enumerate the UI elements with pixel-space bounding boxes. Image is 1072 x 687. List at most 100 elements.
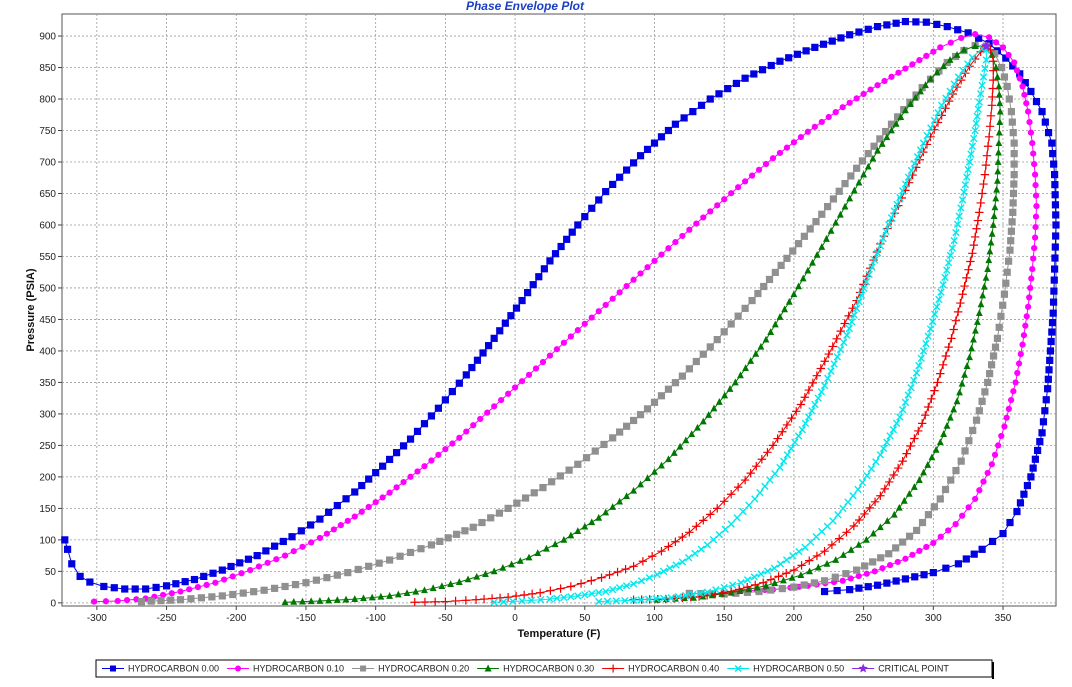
data-point <box>508 560 516 568</box>
data-point <box>546 257 554 265</box>
data-point <box>539 484 547 492</box>
data-point <box>1000 73 1009 81</box>
data-point <box>229 573 236 580</box>
data-point <box>830 360 838 368</box>
data-point <box>970 550 978 558</box>
x-tick-label: 0 <box>512 613 518 624</box>
data-point <box>679 232 686 240</box>
data-point <box>546 595 554 603</box>
data-point <box>490 334 498 342</box>
data-point <box>743 576 752 584</box>
data-point <box>281 552 289 559</box>
data-point <box>912 526 921 535</box>
data-point <box>861 562 869 570</box>
data-point <box>933 20 941 28</box>
data-point <box>302 579 310 587</box>
data-point <box>981 40 992 51</box>
data-point <box>981 160 991 170</box>
data-point <box>1020 332 1028 339</box>
data-point <box>636 411 645 419</box>
data-point <box>671 120 680 128</box>
data-point <box>638 557 648 566</box>
data-point <box>812 533 820 541</box>
data-point <box>871 568 878 575</box>
data-point <box>809 258 816 266</box>
data-point <box>796 400 806 409</box>
data-point <box>1041 407 1049 415</box>
legend-label: HYDROCARBON 0.00 <box>128 664 219 674</box>
data-point <box>839 577 846 584</box>
data-point <box>970 134 978 143</box>
data-point <box>933 303 941 311</box>
data-point <box>548 478 556 486</box>
data-point <box>902 106 909 114</box>
data-point <box>262 547 270 555</box>
legend-box-shadow <box>992 662 994 679</box>
data-point <box>888 73 895 80</box>
data-point <box>733 514 741 522</box>
data-point <box>757 342 765 350</box>
data-point <box>883 517 891 524</box>
x-tick-label: -300 <box>87 613 107 624</box>
data-point <box>551 250 560 258</box>
data-point <box>1050 276 1058 284</box>
data-point <box>941 104 950 113</box>
data-point <box>987 361 996 369</box>
data-point <box>912 18 920 26</box>
data-point <box>509 597 517 606</box>
data-point <box>1030 150 1037 157</box>
data-point <box>1032 97 1041 106</box>
data-point <box>742 178 749 185</box>
data-point <box>90 598 98 605</box>
data-point <box>767 586 775 594</box>
data-point <box>964 29 972 37</box>
data-point <box>420 420 429 428</box>
data-point <box>920 571 928 579</box>
data-point <box>316 534 324 542</box>
data-point <box>1045 366 1053 374</box>
data-point <box>860 284 868 293</box>
data-point <box>846 194 854 202</box>
data-point <box>600 440 608 449</box>
data-point <box>973 112 981 121</box>
data-point <box>958 290 967 299</box>
data-point <box>923 543 930 551</box>
data-point <box>965 437 973 445</box>
data-point <box>806 567 813 575</box>
data-point <box>787 444 795 453</box>
data-point <box>833 586 841 595</box>
data-point <box>769 155 777 162</box>
data-point <box>623 492 631 500</box>
data-point <box>827 226 835 234</box>
data-point <box>386 592 394 599</box>
data-point <box>427 412 436 420</box>
data-point <box>846 99 853 106</box>
data-point <box>1025 303 1032 310</box>
data-point <box>915 361 923 370</box>
data-point <box>924 461 932 468</box>
data-point <box>987 101 997 110</box>
data-point <box>546 586 555 595</box>
data-point <box>887 561 894 569</box>
data-point <box>840 338 848 347</box>
data-point <box>869 558 877 566</box>
data-point <box>965 158 974 166</box>
data-point <box>406 548 415 557</box>
data-point <box>660 594 668 603</box>
data-point <box>671 537 680 546</box>
data-point <box>947 476 955 484</box>
data-point <box>820 587 829 596</box>
data-point <box>836 345 845 354</box>
data-point <box>841 202 849 210</box>
data-point <box>354 565 362 574</box>
data-point <box>394 590 402 598</box>
data-point <box>629 596 638 605</box>
data-point <box>176 596 185 604</box>
data-point <box>365 503 372 511</box>
data-point <box>616 173 624 181</box>
data-point <box>988 229 996 237</box>
data-point <box>907 166 916 175</box>
data-point <box>901 575 910 583</box>
data-point <box>899 538 907 546</box>
data-point <box>637 480 644 488</box>
